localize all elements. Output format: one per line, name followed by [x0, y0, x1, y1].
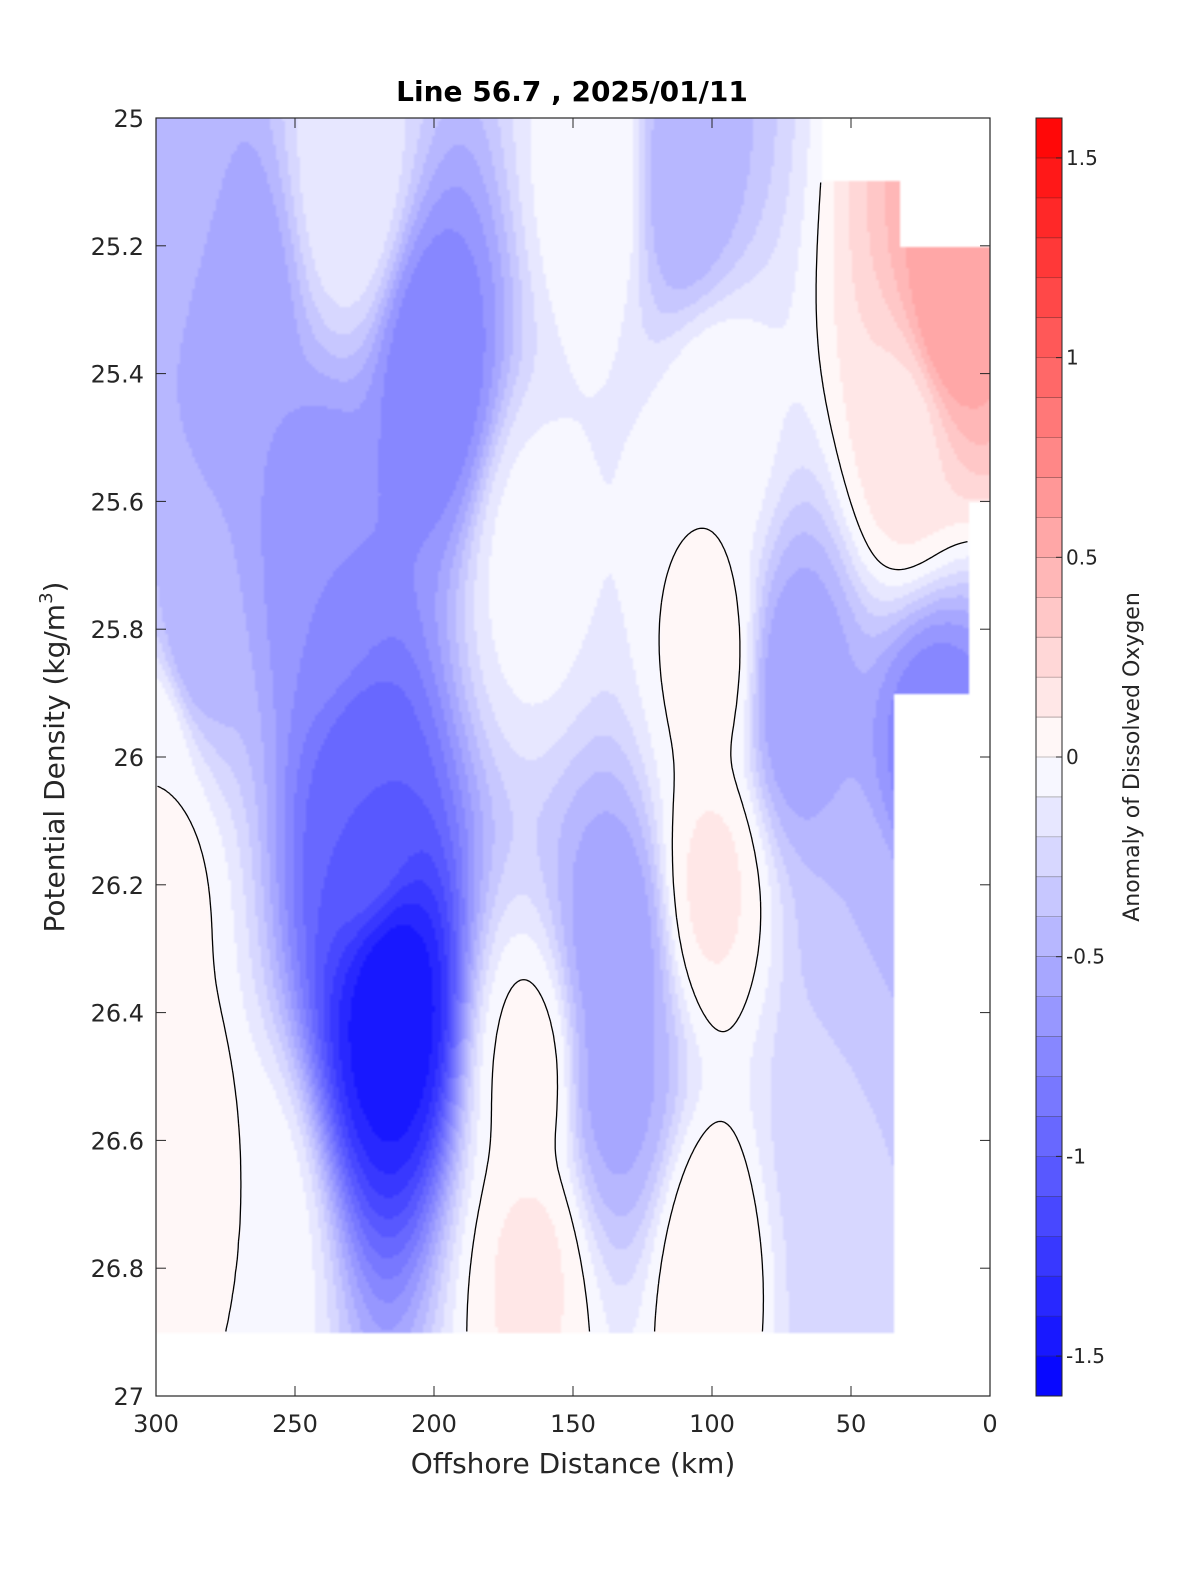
x-tick-label: 250 — [272, 1410, 318, 1438]
y-tick-label: 25.2 — [91, 233, 144, 261]
y-tick-label: 26.4 — [91, 1000, 144, 1028]
colorbar-cell — [1036, 397, 1062, 438]
colorbar-cell — [1036, 1316, 1062, 1357]
x-tick-label: 100 — [689, 1410, 735, 1438]
colorbar-cell — [1036, 1036, 1062, 1077]
y-axis-ticks: 25 25.2 25.4 25.6 25.8 26 26.2 26.4 26.6 26.8 27 — [91, 105, 990, 1411]
colorbar-cell — [1036, 717, 1062, 758]
x-tick-label: 200 — [411, 1410, 457, 1438]
colorbar-cell — [1036, 1236, 1062, 1277]
colorbar-cell — [1036, 597, 1062, 638]
zero-contour-line — [157, 182, 968, 1332]
colorbar-cell — [1036, 197, 1062, 239]
x-tick-label: 300 — [133, 1410, 179, 1438]
y-tick-label: 26.8 — [91, 1255, 144, 1283]
x-axis-label: Offshore Distance (km) — [411, 1447, 736, 1480]
y-axis-label-sup: 3 — [36, 592, 57, 603]
colorbar-cell — [1036, 517, 1062, 558]
colorbar-cell — [1036, 956, 1062, 998]
x-axis-ticks: 300 250 200 150 100 50 0 — [133, 118, 998, 1438]
y-tick-label: 27 — [113, 1383, 144, 1411]
colorbar-tick-label: -1.5 — [1066, 1344, 1105, 1368]
colorbar-cell — [1036, 757, 1062, 798]
colorbar-cell — [1036, 1116, 1062, 1157]
colorbar-cell — [1036, 1076, 1062, 1117]
colorbar-tick-label: 0.5 — [1066, 545, 1098, 569]
x-tick-label: 50 — [836, 1410, 867, 1438]
colorbar-tick-label: -0.5 — [1066, 945, 1105, 969]
colorbar-cell — [1036, 876, 1062, 918]
colorbar-tick-label: -1 — [1066, 1144, 1086, 1168]
colorbar-cell — [1036, 916, 1062, 958]
colorbar-cells — [1036, 118, 1062, 1397]
colorbar-cell — [1036, 277, 1062, 319]
colorbar-ticks: -1.5 -1 -0.5 0 0.5 1 1.5 — [1056, 146, 1105, 1368]
colorbar-cell — [1036, 357, 1062, 399]
y-tick-label: 26.6 — [91, 1127, 144, 1155]
colorbar: -1.5 -1 -0.5 0 0.5 1 1.5 Anomaly of Dissolved … — [1035, 117, 1145, 1397]
colorbar-cell — [1036, 437, 1062, 478]
colorbar-tick-label: 1.5 — [1066, 146, 1098, 170]
colorbar-cell — [1036, 317, 1062, 359]
y-tick-label: 25.8 — [91, 616, 144, 644]
y-tick-label: 26 — [113, 744, 144, 772]
colorbar-cell — [1036, 996, 1062, 1038]
colorbar-cell — [1036, 1196, 1062, 1237]
colorbar-cell — [1036, 237, 1062, 279]
colorbar-label: Anomaly of Dissolved Oxygen — [1120, 592, 1145, 922]
y-axis-label-close: ) — [38, 582, 71, 593]
colorbar-cell — [1036, 118, 1062, 159]
chart-title: Line 56.7 , 2025/01/11 — [396, 75, 748, 108]
colorbar-tick-label: 0 — [1066, 745, 1079, 769]
zero-contours — [157, 182, 968, 1332]
colorbar-cell — [1036, 1356, 1062, 1397]
y-axis-label-main: Potential Density (kg/m — [38, 604, 71, 933]
y-axis-label: Potential Density (kg/m3) — [36, 582, 71, 933]
y-tick-label: 25.6 — [91, 488, 144, 516]
colorbar-cell — [1036, 677, 1062, 718]
x-tick-label: 150 — [550, 1410, 596, 1438]
colorbar-cell — [1036, 1156, 1062, 1197]
colorbar-cell — [1036, 557, 1062, 598]
colorbar-cell — [1036, 836, 1062, 878]
colorbar-cell — [1036, 477, 1062, 518]
colorbar-cell — [1036, 157, 1062, 199]
anomaly-field — [156, 118, 990, 1396]
colorbar-cell — [1036, 637, 1062, 678]
x-tick-label: 0 — [982, 1410, 997, 1438]
plot-area: 300 250 200 150 100 50 0 2525.225.425.625.8262… — [91, 105, 998, 1438]
y-tick-label: 25 — [113, 105, 144, 133]
colorbar-cell — [1036, 1276, 1062, 1317]
colorbar-tick-label: 1 — [1066, 346, 1079, 370]
colorbar-cell — [1036, 796, 1062, 838]
y-tick-label: 26.2 — [91, 872, 144, 900]
y-tick-label: 25.4 — [91, 361, 144, 389]
